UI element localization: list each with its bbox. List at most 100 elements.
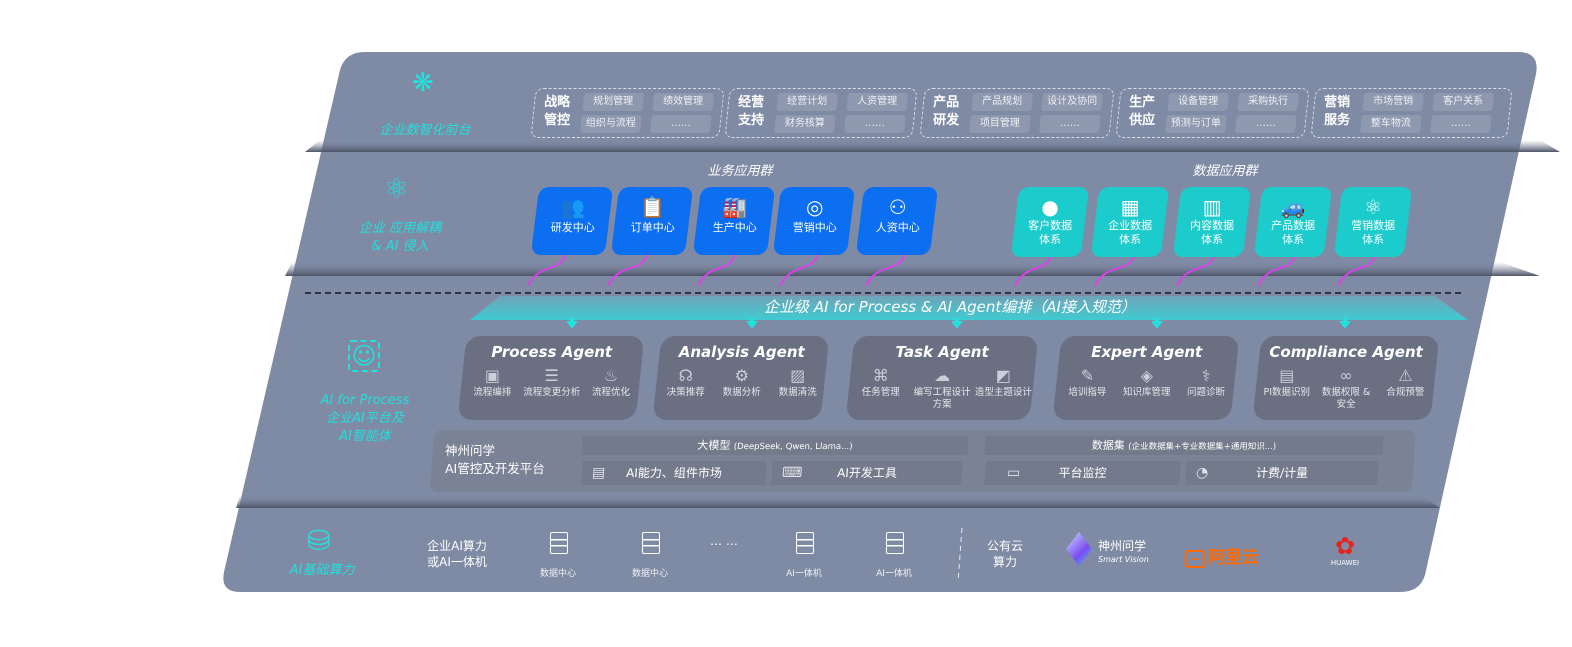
- capability-chip[interactable]: 采购执行: [1237, 93, 1300, 111]
- capability-chip[interactable]: 产品规划: [971, 93, 1034, 111]
- label-line: 企业 应用解耦: [358, 221, 442, 236]
- agent-title: Analysis Agent: [678, 343, 805, 361]
- gear-icon: ⚙: [734, 366, 749, 385]
- label-line: 或AI一体机: [427, 555, 487, 569]
- id-card-icon: ▤: [1279, 366, 1295, 385]
- capability-chip[interactable]: ……: [1429, 115, 1492, 133]
- tile-label: 企业数据: [1108, 219, 1153, 232]
- label-line: AI管控及开发平台: [445, 461, 545, 476]
- face-scan-icon: ☺: [348, 340, 380, 372]
- agent-card[interactable]: Process Agent ▣ 流程编排 ☰ 流程变更分析 ♨ 流程优化: [457, 336, 645, 420]
- capability-chip[interactable]: 人资管理: [846, 93, 909, 111]
- platform-item-devtools[interactable]: ⌨ AI开发工具: [771, 461, 963, 485]
- dataset-header: 数据集 (企业数据集+专业数据集+通用知识...): [984, 436, 1384, 455]
- agent-card[interactable]: Compliance Agent ▤ PI数据识别 ∞ 数据权限 & 安全 ⚠ 合规预警: [1252, 336, 1440, 420]
- capability-group: 生产供应 设备管理 采购执行 预测与订单 ……: [1115, 88, 1310, 138]
- aliyun-mark-icon: −: [1185, 550, 1206, 568]
- business-tile[interactable]: ⚇ 人资中心: [855, 187, 939, 255]
- user-icon: ●: [1041, 195, 1059, 219]
- public-cloud-label: 公有云 算力: [975, 538, 1035, 570]
- factory-icon: 🏭: [722, 195, 748, 219]
- capability-chip[interactable]: 财务核算: [773, 115, 836, 133]
- agent-card[interactable]: Expert Agent ✎ 培训指导 ◈ 知识库管理 ⚕ 问题诊断: [1052, 336, 1240, 420]
- layer3-label: AI for Process 企业AI平台及 AI智能体: [300, 392, 430, 446]
- clipboard-icon: 📋: [640, 195, 666, 219]
- tools-icon: ✎: [1080, 366, 1095, 385]
- data-tile[interactable]: ▦ 企业数据 体系: [1090, 187, 1170, 257]
- capability-chip[interactable]: 绩效管理: [652, 93, 715, 111]
- server-icon: [884, 532, 906, 554]
- label-line: AI for Process: [320, 393, 410, 408]
- logo-text: 神州问学: [1098, 539, 1147, 553]
- model-title: 大模型: [696, 439, 731, 452]
- atom-icon: ⚛: [1364, 195, 1383, 219]
- tile-label: 营销数据: [1351, 219, 1396, 232]
- agent-card[interactable]: Analysis Agent ☊ 决策推荐 ⚙ 数据分析 ▨ 数据清洗: [652, 336, 830, 420]
- logo-text: HUAWEI: [1330, 559, 1360, 567]
- capability-label: 数据清洗: [778, 387, 817, 398]
- agent-capability: ✎ 培训指导: [1058, 365, 1117, 399]
- business-tile[interactable]: 📋 订单中心: [610, 187, 694, 255]
- group-title: 生产供应: [1129, 95, 1156, 128]
- banner-title: 企业级 AI for Process & AI Agent编排（AI接入规范）: [764, 298, 1136, 316]
- server-label: 数据中心: [539, 569, 576, 579]
- data-tile[interactable]: ⚛ 营销数据 体系: [1333, 187, 1413, 257]
- layer2-label: 企业 应用解耦 & AI 侵入: [340, 220, 460, 256]
- capability-chip[interactable]: 组织与流程: [579, 115, 642, 133]
- agent-capability: ⌘ 任务管理: [851, 365, 911, 411]
- business-group-title: 业务应用群: [707, 164, 773, 179]
- tile-label: 体系: [1119, 233, 1142, 246]
- capability-chip[interactable]: ……: [1234, 115, 1297, 133]
- diagnose-icon: ⚕: [1201, 366, 1211, 385]
- platform-item-monitor[interactable]: ▭ 平台监控: [984, 461, 1181, 485]
- data-tile[interactable]: ▥ 内容数据 体系: [1172, 187, 1252, 257]
- agent-title: Process Agent: [491, 343, 613, 361]
- link-icon: ∞: [1339, 366, 1353, 385]
- layers-icon: ◈: [1140, 366, 1153, 385]
- business-tile[interactable]: 🏭 生产中心: [692, 187, 776, 255]
- capability-group: 产品研发 产品规划 设计及协同 项目管理 ……: [919, 88, 1115, 138]
- tile-label: 内容数据: [1190, 219, 1235, 232]
- agent-capability: ◩ 造型主题设计: [973, 365, 1033, 411]
- capability-chip[interactable]: 客户关系: [1432, 93, 1495, 111]
- data-tile[interactable]: ● 客户数据 体系: [1010, 187, 1090, 257]
- team-icon: 👥: [560, 195, 586, 219]
- agent-title: Task Agent: [895, 343, 989, 361]
- database-icon: ⛁: [307, 524, 331, 557]
- capability-chip[interactable]: 预测与订单: [1164, 115, 1227, 133]
- target-icon: ◎: [806, 195, 824, 219]
- agent-capability: ▤ PI数据识别: [1257, 365, 1316, 411]
- capability-chip[interactable]: 整车物流: [1359, 115, 1422, 133]
- data-tile[interactable]: 🚙 产品数据 体系: [1253, 187, 1333, 257]
- platform-item-market[interactable]: ▤ AI能力、组件市场: [581, 461, 767, 485]
- capability-chip[interactable]: 项目管理: [968, 115, 1031, 133]
- layer-divider: [285, 262, 1540, 276]
- capability-chip[interactable]: 规划管理: [582, 93, 645, 111]
- tile-label: 产品数据: [1271, 219, 1316, 232]
- capability-chip[interactable]: ……: [1038, 115, 1101, 133]
- platform-item-billing[interactable]: ◔ 计费/计量: [1185, 461, 1379, 485]
- capability-chip[interactable]: 设计及协同: [1041, 93, 1104, 111]
- capability-chip[interactable]: 设备管理: [1167, 93, 1230, 111]
- onprem-label: 企业AI算力 或AI一体机: [412, 538, 502, 570]
- capability-chip[interactable]: ……: [843, 115, 906, 133]
- agent-card[interactable]: Task Agent ⌘ 任务管理 ☁ 编写工程设计方案 ◩ 造型主题设计: [845, 336, 1039, 420]
- capability-label: 任务管理: [861, 387, 900, 398]
- business-tile[interactable]: ◎ 营销中心: [772, 187, 856, 255]
- tile-label: 生产中心: [712, 221, 757, 234]
- agent-capability: ▨ 数据清洗: [770, 365, 826, 399]
- business-tile[interactable]: 👥 研发中心: [530, 187, 614, 255]
- capability-chip[interactable]: ……: [649, 115, 712, 133]
- server-icon: [548, 532, 570, 554]
- capability-chip[interactable]: 经营计划: [776, 93, 839, 111]
- capability-label: 编写工程设计方案: [913, 387, 971, 410]
- agent-capability: ⚕ 问题诊断: [1176, 365, 1235, 399]
- down-arrow-icon: [951, 321, 963, 329]
- down-arrow-icon: [1151, 321, 1163, 329]
- capability-chip[interactable]: 市场营销: [1362, 93, 1425, 111]
- group-title: 经营支持: [738, 95, 765, 128]
- label-line: 神州问学: [445, 443, 496, 458]
- server-label: AI一体机: [876, 569, 912, 579]
- capability-label: 造型主题设计: [974, 387, 1032, 398]
- agent-capability: ▣ 流程编排: [463, 365, 522, 399]
